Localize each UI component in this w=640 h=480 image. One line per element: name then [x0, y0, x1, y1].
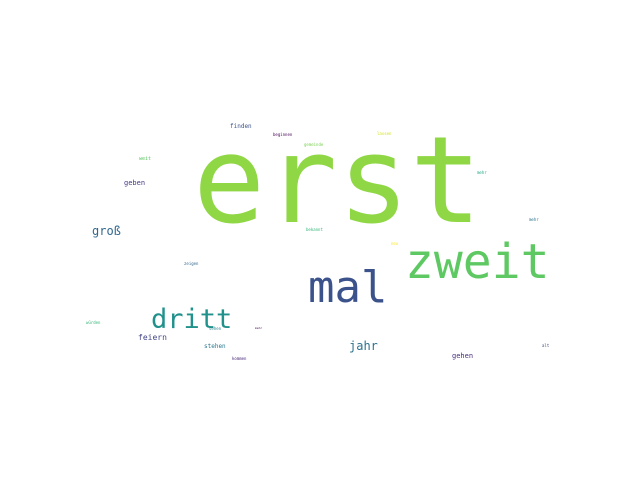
- word-gemeinde: gemeinde: [304, 142, 324, 147]
- word-mehr-3: mehr: [255, 326, 263, 330]
- word-mehr-2: mehr: [529, 217, 539, 222]
- word-dritt: dritt: [151, 304, 233, 335]
- word-sehen: sehen: [209, 326, 222, 331]
- word-stehen: stehen: [204, 343, 226, 350]
- word-gehen: gehen: [452, 352, 474, 360]
- word-jahr: jahr: [349, 339, 378, 353]
- word-mal: mal: [308, 262, 388, 313]
- word-alt: alt: [542, 343, 550, 348]
- word-neu: neu: [391, 241, 399, 246]
- word-finden: finden: [230, 123, 252, 130]
- word-zeigen: zeigen: [184, 261, 199, 266]
- word-wuerden: würden: [86, 320, 101, 325]
- word-zweit: zweit: [405, 234, 550, 290]
- word-lassen: lassen: [377, 131, 392, 136]
- word-geben: geben: [124, 179, 146, 187]
- word-mehr-1: mehr: [477, 170, 487, 175]
- word-bekannt: bekannt: [306, 227, 323, 232]
- word-kommen: kommen: [232, 356, 247, 361]
- word-feiern: feiern: [138, 333, 167, 342]
- word-erst: erst: [193, 112, 482, 251]
- word-weit: weit: [139, 156, 152, 162]
- word-gross: groß: [92, 224, 121, 238]
- word-beginnen: beginnen: [273, 132, 293, 137]
